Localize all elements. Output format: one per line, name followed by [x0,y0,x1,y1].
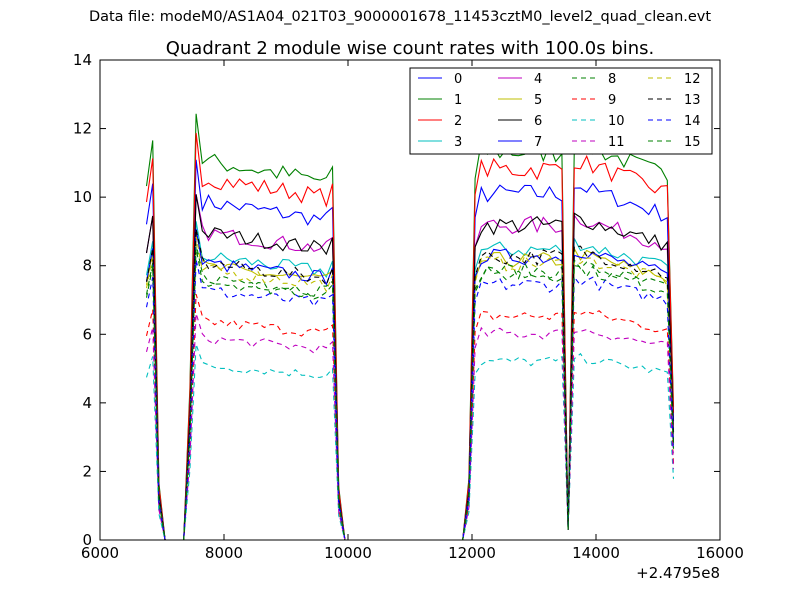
legend-label-3: 3 [454,135,462,150]
x-tick-label: 6000 [81,544,119,562]
legend-label-4: 4 [534,72,542,87]
legend-label-2: 2 [454,114,462,129]
y-tick-label: 0 [82,531,92,549]
series-line-13 [145,228,675,541]
y-tick-label: 4 [82,394,92,412]
series-line-15 [145,248,675,541]
series-line-0 [145,159,675,541]
series-line-14 [145,259,675,541]
legend-label-1: 1 [454,93,462,108]
series-line-9 [145,294,675,541]
series-line-2 [145,132,675,541]
x-tick-label: 8000 [205,544,243,562]
series-line-4 [145,194,675,541]
y-tick-label: 2 [82,462,92,480]
y-tick-label: 6 [82,325,92,343]
legend-label-13: 13 [684,93,701,108]
x-axis-offset-label: +2.4795e8 [636,564,720,582]
plot-frame [99,59,721,541]
series-line-10 [145,344,675,541]
legend-label-12: 12 [684,72,701,87]
series-line-5 [145,232,675,541]
y-tick-label: 12 [73,120,92,138]
series-line-1 [145,113,675,541]
plot-lines [145,113,675,541]
legend-label-11: 11 [608,135,625,150]
series-line-7 [145,228,675,541]
series-line-8 [145,244,675,541]
legend-label-6: 6 [534,114,542,129]
legend-label-8: 8 [608,72,616,87]
x-tick-label: 14000 [572,544,620,562]
chart-title: Quadrant 2 module wise count rates with … [166,38,655,59]
x-tick-label: 10000 [324,544,372,562]
series-line-11 [145,313,675,541]
legend-label-14: 14 [684,114,701,129]
legend-label-7: 7 [534,135,542,150]
legend-label-15: 15 [684,135,701,150]
legend-label-9: 9 [608,93,616,108]
legend-label-0: 0 [454,72,462,87]
y-tick-label: 10 [73,188,92,206]
x-tick-label: 12000 [448,544,496,562]
series-line-6 [145,194,675,541]
x-tick-label: 16000 [696,544,744,562]
legend-box [409,67,713,155]
legend-label-5: 5 [534,93,542,108]
series-line-12 [145,236,675,541]
y-tick-label: 8 [82,257,92,275]
figure-suptitle: Data file: modeM0/AS1A04_021T03_90000016… [88,9,712,25]
y-tick-label: 14 [73,51,92,69]
legend-label-10: 10 [608,114,625,129]
